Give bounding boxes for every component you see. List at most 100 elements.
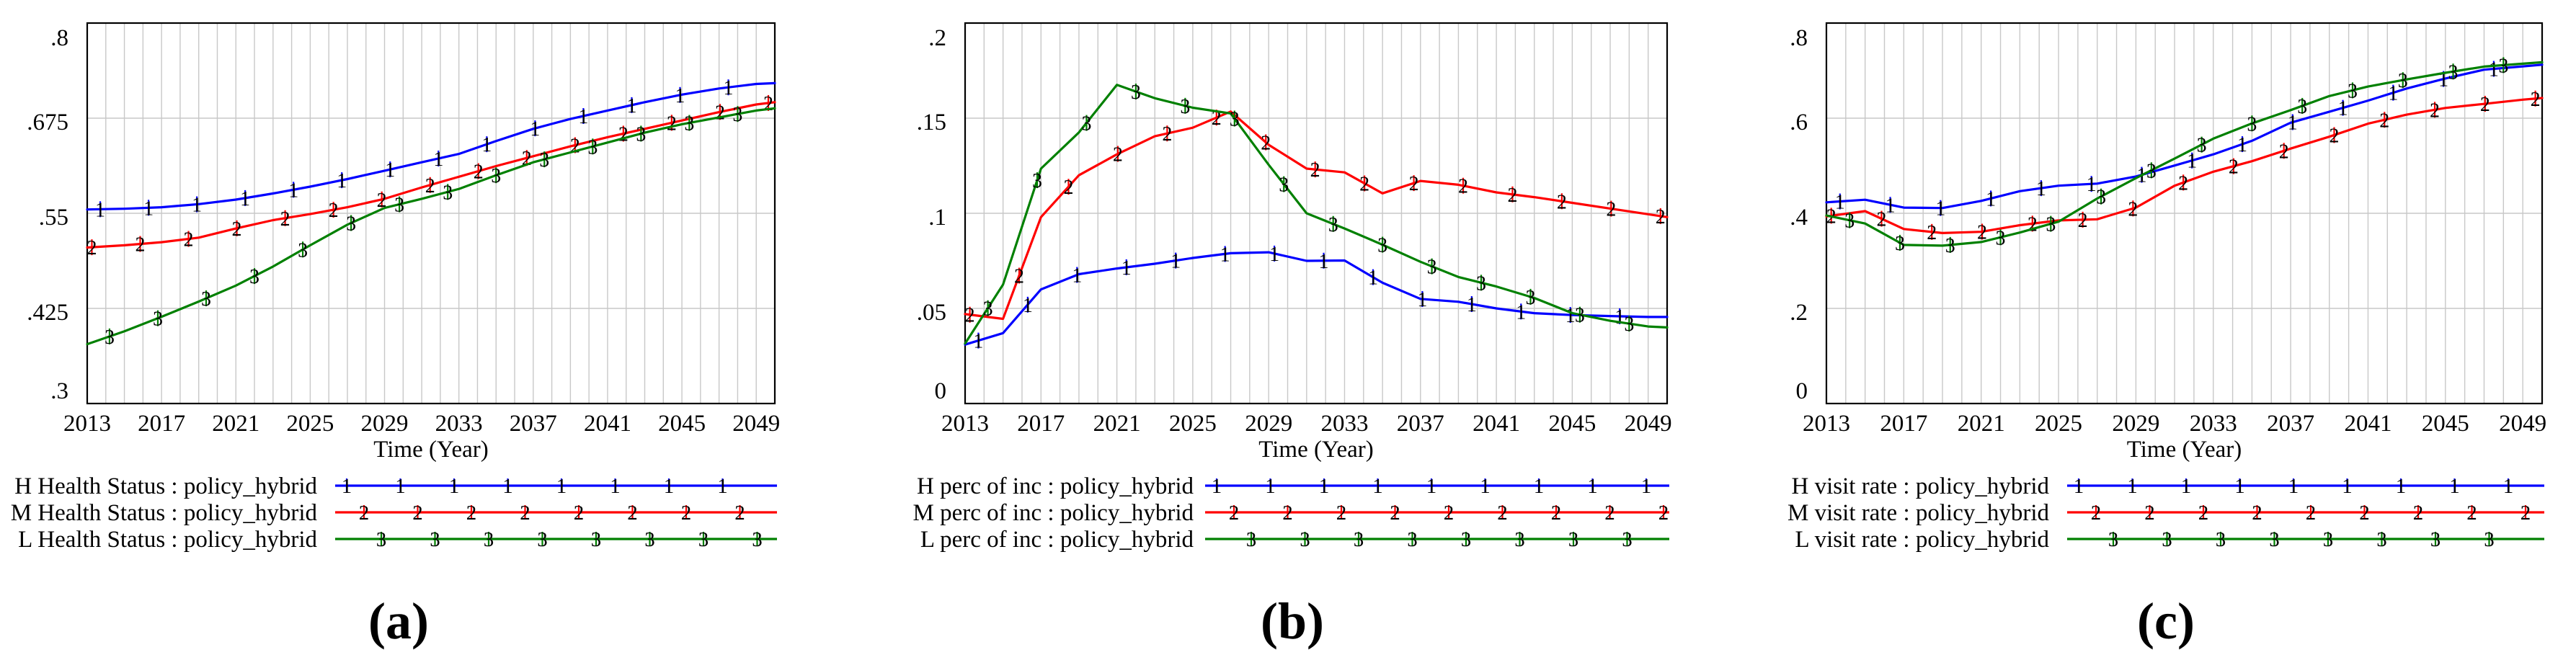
curve-marker: 2 [2229, 156, 2239, 179]
x-tick-label: 2021 [212, 411, 259, 437]
series-line-1 [1825, 63, 2544, 210]
curve-marker: 3 [1230, 109, 1240, 131]
curve-marker: 2 [763, 93, 773, 115]
x-tick-label: 2029 [2112, 411, 2159, 437]
legend-marker: 2 [2413, 502, 2424, 525]
curve-marker: 3 [2297, 96, 2307, 118]
legend-label: L perc of inc : policy_hybrid [920, 527, 1194, 553]
legend-label: H Health Status : policy_hybrid [14, 473, 317, 499]
x-tick-label: 2037 [2267, 411, 2314, 437]
curve-marker: 1 [2489, 59, 2499, 81]
legend-marker: 1 [2127, 475, 2138, 498]
curve-marker: 2 [329, 200, 339, 222]
curve-marker: 3 [1476, 272, 1486, 295]
legend-marker: 1 [2288, 475, 2299, 498]
y-tick-label: 0 [1796, 378, 1808, 404]
curve-marker: 3 [1377, 235, 1387, 257]
curve-marker: 2 [425, 175, 435, 197]
x-tick-label: 2025 [286, 411, 334, 437]
curve-marker: 1 [1417, 289, 1427, 311]
curve-marker: 2 [2279, 141, 2289, 163]
y-tick-label: .3 [50, 378, 68, 404]
curve-marker: 3 [1427, 257, 1437, 279]
curve-marker: 1 [1368, 267, 1378, 290]
series-line-2 [1825, 97, 2544, 234]
plot-frame [964, 22, 1669, 405]
curve-marker: 2 [1557, 191, 1567, 213]
legend-marker: 1 [2342, 475, 2353, 498]
legend-marker: 3 [376, 528, 387, 551]
x-tick-label: 2025 [2035, 411, 2082, 437]
y-tick-label: .2 [928, 25, 946, 51]
curve-marker: 1 [433, 148, 443, 171]
x-axis-title: Time (Year) [1258, 437, 1374, 463]
series-line-2 [86, 101, 776, 249]
legend-label: H perc of inc : policy_hybrid [917, 473, 1194, 499]
legend-marker: 1 [664, 475, 675, 498]
legend-marker: 3 [1300, 528, 1310, 551]
legend-marker: 2 [520, 502, 530, 525]
legend-marker: 3 [1246, 528, 1257, 551]
curve-marker: 1 [2388, 83, 2398, 105]
curve-marker: 2 [1310, 159, 1320, 182]
chart-a: .8 .675 .55 .425 .3 2013 2017 2021 2025 2029 2033 2… [11, 22, 780, 650]
legend-marker: 1 [1319, 475, 1330, 498]
y-tick-label: .675 [27, 110, 68, 135]
legend-marker: 2 [627, 502, 638, 525]
legend-marker: 1 [1212, 475, 1222, 498]
curve-marker: 3 [298, 239, 308, 262]
legend-marker: 3 [484, 528, 494, 551]
series-line-2 [964, 110, 1669, 321]
x-tick-label: 2045 [658, 411, 706, 437]
legend-marker: 3 [1461, 528, 1472, 551]
legend-marker: 1 [1372, 475, 1383, 498]
curve-marker: 1 [1835, 192, 1845, 214]
x-tick-label: 2025 [1169, 411, 1217, 437]
curve-marker: 1 [143, 197, 154, 220]
curve-marker: 2 [135, 234, 145, 257]
curve-marker: 1 [1615, 306, 1625, 329]
y-tick-label: .6 [1790, 110, 1808, 135]
legend-marker: 2 [2091, 502, 2102, 525]
curve-marker: 2 [1507, 184, 1517, 207]
curve-marker: 1 [675, 85, 685, 107]
x-tick-label: 2013 [1803, 411, 1850, 437]
curve-marker: 2 [184, 229, 194, 251]
curve-marker: 3 [2498, 55, 2508, 77]
legend-label: M visit rate : policy_hybrid [1787, 500, 2049, 526]
legend-label: M Health Status : policy_hybrid [11, 500, 318, 526]
x-axis-title: Time (Year) [2127, 437, 2242, 463]
curve-marker: 2 [2480, 94, 2490, 116]
curve-marker: 3 [201, 288, 211, 311]
curve-marker: 1 [1220, 244, 1230, 266]
legend-marker: 2 [1658, 502, 1669, 525]
curve-marker: 3 [2348, 80, 2358, 102]
legend-marker: 3 [2430, 528, 2441, 551]
curve-marker: 1 [2187, 151, 2197, 173]
curve-marker: 3 [1996, 227, 2006, 249]
legend-marker: 2 [681, 502, 692, 525]
legend-marker: 1 [2234, 475, 2245, 498]
curve-marker: 2 [2128, 198, 2138, 220]
curve-marker: 1 [337, 170, 347, 192]
y-tick-label: .8 [50, 25, 68, 51]
curve-marker: 1 [95, 199, 105, 221]
curve-marker: 1 [2237, 134, 2247, 156]
curve-marker: 1 [1935, 198, 1945, 220]
curve-marker: 3 [443, 182, 453, 204]
legend-marker: 1 [556, 475, 567, 498]
legend-marker: 1 [2449, 475, 2460, 498]
legend-marker: 2 [1604, 502, 1615, 525]
x-tick-label: 2033 [2190, 411, 2237, 437]
x-tick-label: 2013 [63, 411, 111, 437]
legend-marker: 1 [502, 475, 513, 498]
legend-marker: 2 [1444, 502, 1454, 525]
legend-marker: 3 [1622, 528, 1633, 551]
curve-marker: 2 [965, 305, 975, 327]
curve-marker: 3 [1032, 170, 1042, 192]
x-tick-label: 2029 [361, 411, 409, 437]
legend-marker: 2 [1229, 502, 1240, 525]
legend-marker: 1 [1534, 475, 1545, 498]
curve-marker: 3 [346, 213, 356, 236]
